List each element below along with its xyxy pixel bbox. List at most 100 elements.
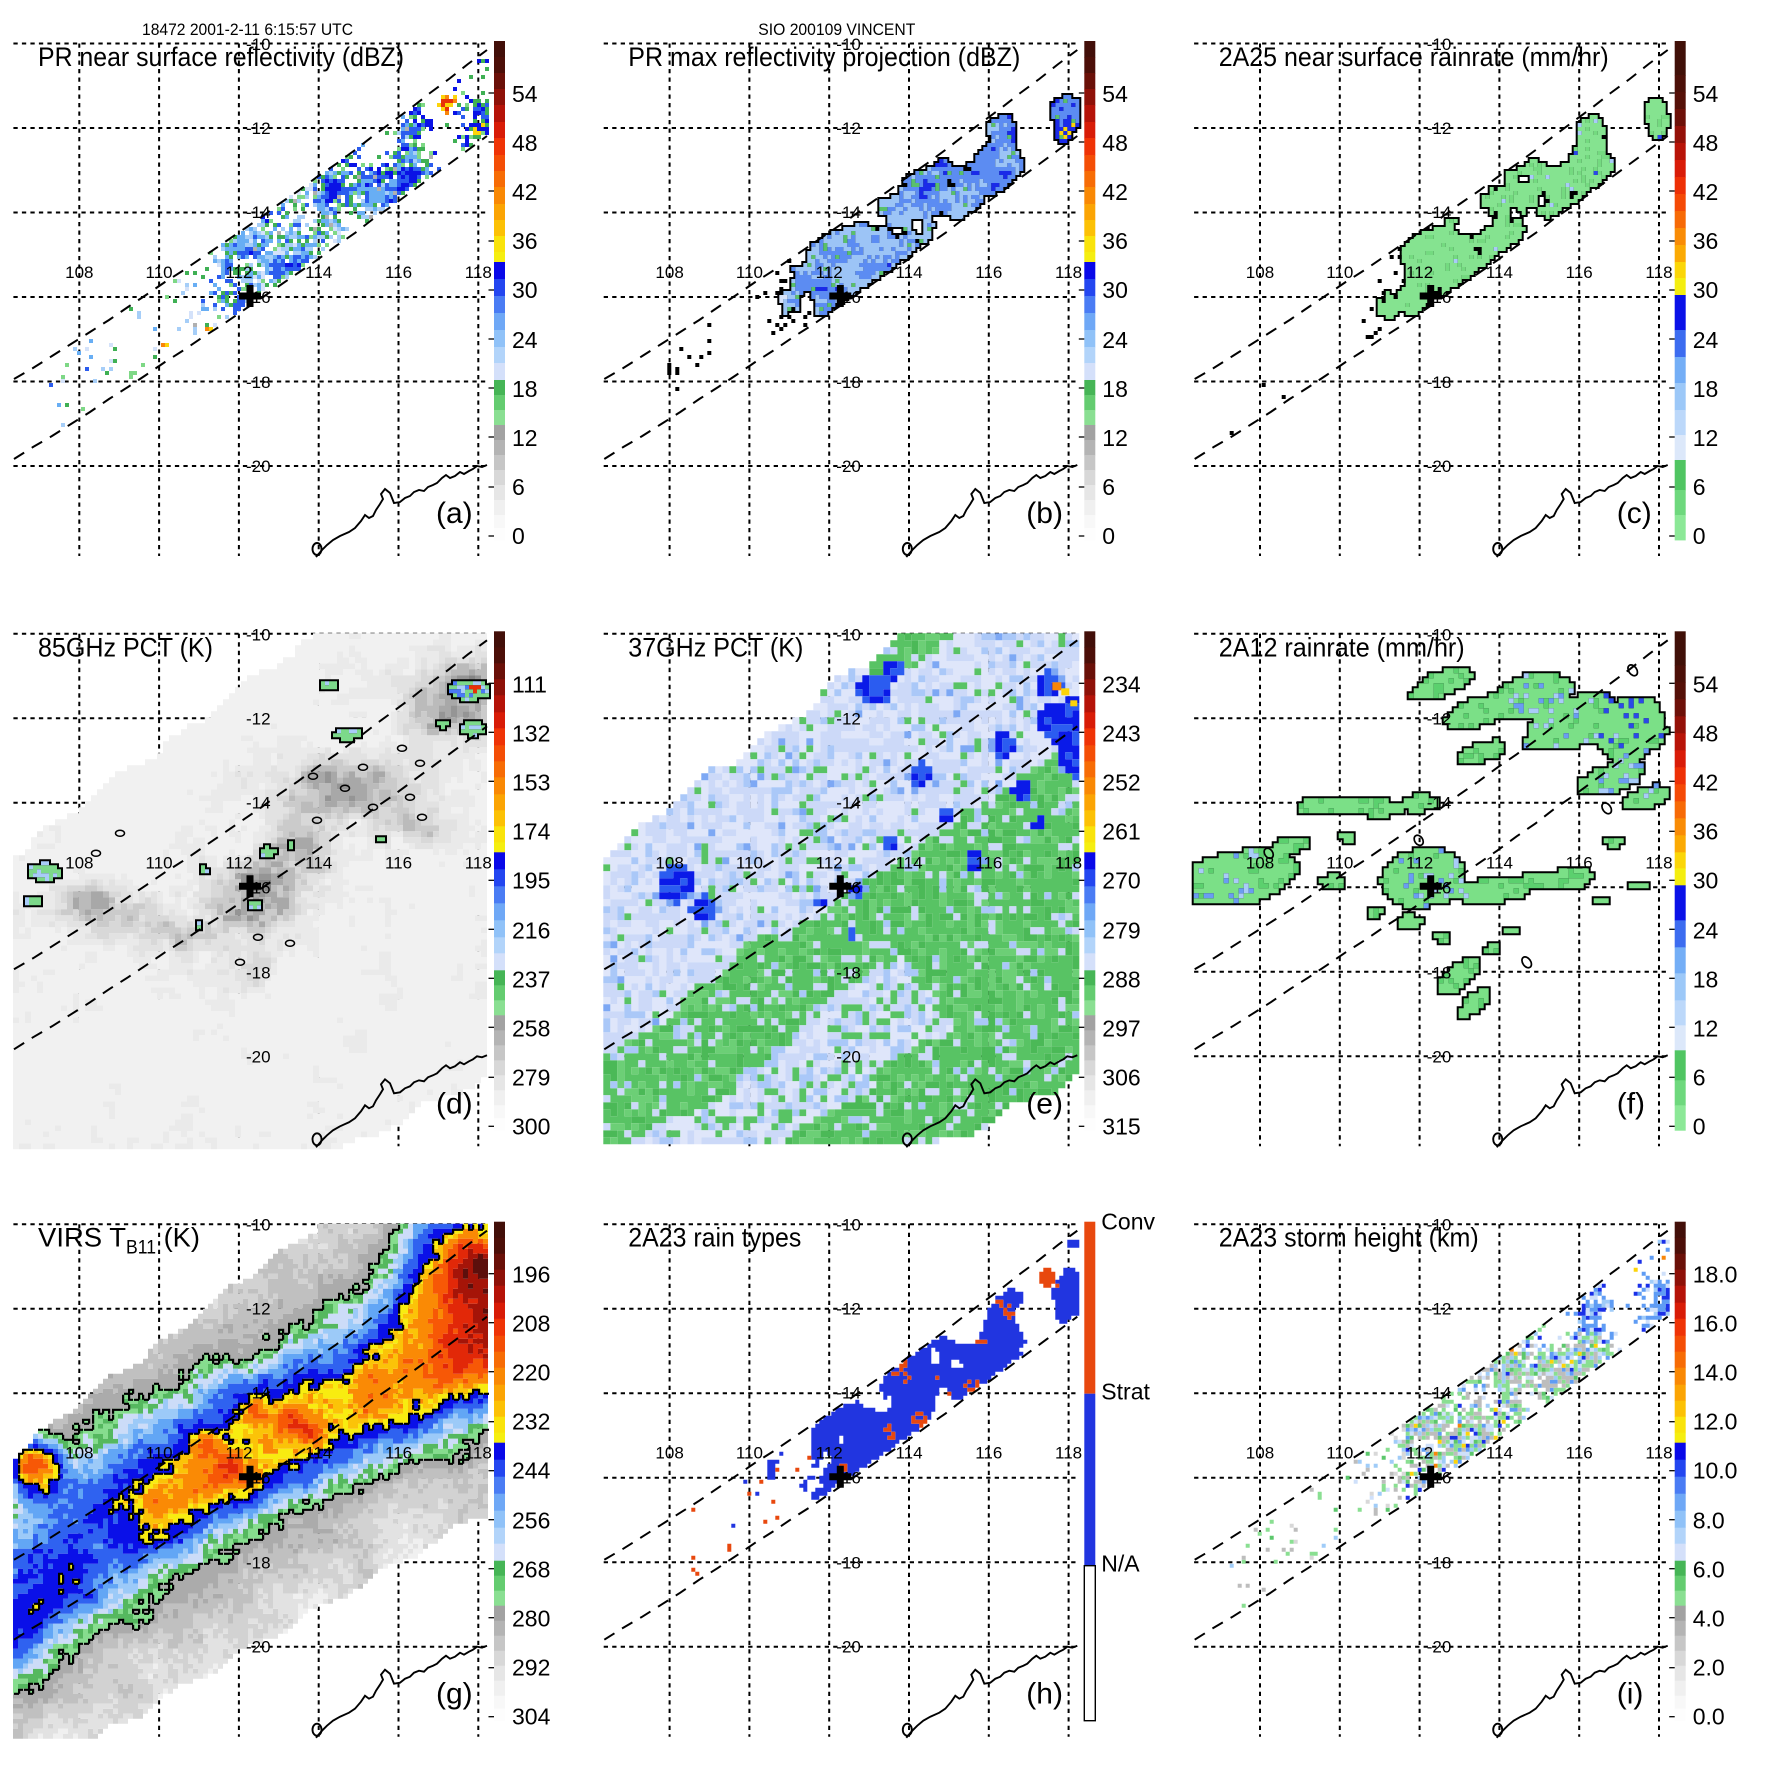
- svg-text:54: 54: [1693, 671, 1719, 697]
- svg-text:18: 18: [1102, 376, 1128, 402]
- svg-text:-18: -18: [246, 1554, 271, 1573]
- svg-text:-10: -10: [1427, 625, 1452, 644]
- svg-text:110: 110: [1326, 853, 1353, 872]
- svg-text:116: 116: [975, 1444, 1002, 1463]
- svg-text:2A12 rainrate (mm/hr): 2A12 rainrate (mm/hr): [1219, 632, 1465, 662]
- svg-text:110: 110: [146, 853, 173, 872]
- svg-text:114: 114: [305, 263, 332, 282]
- svg-text:2A23 rain types: 2A23 rain types: [628, 1223, 801, 1253]
- svg-text:288: 288: [1102, 966, 1140, 992]
- svg-text:-20: -20: [1427, 1638, 1452, 1657]
- svg-text:297: 297: [1102, 1015, 1140, 1041]
- svg-text:-12: -12: [246, 1300, 271, 1319]
- svg-text:306: 306: [1102, 1064, 1140, 1090]
- svg-text:24: 24: [1693, 327, 1719, 353]
- svg-text:-20: -20: [836, 1638, 861, 1657]
- svg-text:-10: -10: [246, 35, 271, 54]
- svg-text:42: 42: [1693, 179, 1719, 205]
- svg-text:(g): (g): [436, 1678, 473, 1711]
- svg-text:116: 116: [385, 853, 412, 872]
- svg-text:0: 0: [512, 523, 525, 549]
- svg-text:114: 114: [895, 263, 922, 282]
- svg-text:-14: -14: [836, 793, 861, 812]
- svg-text:48: 48: [1693, 720, 1719, 746]
- svg-text:-18: -18: [1427, 1554, 1452, 1573]
- svg-text:112: 112: [1406, 263, 1433, 282]
- svg-text:48: 48: [1693, 130, 1719, 156]
- svg-text:108: 108: [655, 1444, 683, 1463]
- svg-text:110: 110: [146, 263, 173, 282]
- svg-text:PR near surface reflectivity (: PR near surface reflectivity (dBZ): [38, 42, 404, 72]
- svg-text:SIO 200109 VINCENT: SIO 200109 VINCENT: [758, 20, 915, 39]
- svg-text:-20: -20: [246, 457, 271, 476]
- svg-text:118: 118: [1645, 263, 1672, 282]
- svg-text:116: 116: [975, 263, 1002, 282]
- svg-text:54: 54: [512, 81, 538, 107]
- svg-text:268: 268: [512, 1557, 550, 1583]
- svg-text:116: 116: [1566, 1444, 1593, 1463]
- svg-text:-14: -14: [1427, 1384, 1452, 1403]
- svg-text:6: 6: [512, 474, 525, 500]
- svg-text:108: 108: [655, 853, 683, 872]
- svg-text:220: 220: [512, 1360, 550, 1386]
- svg-text:110: 110: [1326, 263, 1353, 282]
- svg-text:-14: -14: [1427, 203, 1452, 222]
- svg-text:(a): (a): [436, 497, 473, 530]
- svg-text:196: 196: [512, 1262, 550, 1288]
- svg-text:118: 118: [465, 263, 492, 282]
- svg-text:PR max reflectivity projection: PR max reflectivity projection (dBZ): [628, 42, 1020, 72]
- svg-text:-18: -18: [836, 1554, 861, 1573]
- svg-text:108: 108: [65, 853, 93, 872]
- svg-text:116: 116: [385, 1444, 412, 1463]
- svg-text:110: 110: [146, 1444, 173, 1463]
- svg-text:16.0: 16.0: [1693, 1311, 1738, 1337]
- svg-text:30: 30: [1693, 277, 1719, 303]
- svg-text:-20: -20: [836, 1047, 861, 1066]
- svg-text:-12: -12: [836, 1300, 861, 1319]
- svg-text:4.0: 4.0: [1693, 1606, 1725, 1632]
- svg-text:-12: -12: [246, 119, 271, 138]
- svg-text:30: 30: [1102, 277, 1128, 303]
- svg-text:6.0: 6.0: [1693, 1557, 1725, 1583]
- svg-text:112: 112: [225, 1444, 252, 1463]
- svg-text:(e): (e): [1026, 1087, 1063, 1120]
- svg-text:108: 108: [1246, 853, 1274, 872]
- svg-text:12: 12: [1693, 425, 1719, 451]
- svg-text:114: 114: [305, 1444, 332, 1463]
- svg-text:114: 114: [1486, 853, 1513, 872]
- svg-text:174: 174: [512, 818, 551, 844]
- svg-text:36: 36: [1693, 228, 1719, 254]
- svg-text:-12: -12: [1427, 709, 1452, 728]
- svg-text:(c): (c): [1617, 497, 1652, 530]
- svg-text:30: 30: [512, 277, 538, 303]
- svg-text:261: 261: [1102, 818, 1140, 844]
- svg-text:(f): (f): [1617, 1087, 1645, 1120]
- svg-text:0.0: 0.0: [1693, 1704, 1725, 1730]
- svg-text:36: 36: [1693, 818, 1719, 844]
- svg-text:-12: -12: [246, 709, 271, 728]
- svg-text:279: 279: [512, 1064, 550, 1090]
- svg-text:153: 153: [512, 769, 550, 795]
- svg-text:118: 118: [465, 1444, 492, 1463]
- svg-text:Strat: Strat: [1101, 1379, 1150, 1405]
- svg-text:-20: -20: [1427, 1047, 1452, 1066]
- svg-text:37GHz PCT (K): 37GHz PCT (K): [628, 632, 803, 662]
- svg-text:108: 108: [1246, 1444, 1274, 1463]
- svg-text:243: 243: [1102, 720, 1140, 746]
- svg-text:14.0: 14.0: [1693, 1360, 1738, 1386]
- svg-text:114: 114: [1486, 1444, 1513, 1463]
- svg-text:-10: -10: [836, 1216, 861, 1235]
- svg-text:300: 300: [512, 1113, 550, 1139]
- svg-text:24: 24: [1693, 917, 1719, 943]
- svg-text:292: 292: [512, 1655, 550, 1681]
- svg-text:132: 132: [512, 720, 550, 746]
- svg-text:0: 0: [1693, 523, 1706, 549]
- svg-text:-18: -18: [246, 963, 271, 982]
- svg-text:6: 6: [1693, 474, 1706, 500]
- svg-text:42: 42: [1102, 179, 1128, 205]
- svg-text:-18: -18: [246, 373, 271, 392]
- svg-text:114: 114: [895, 853, 922, 872]
- svg-text:-20: -20: [246, 1638, 271, 1657]
- svg-text:(d): (d): [436, 1087, 473, 1120]
- svg-text:112: 112: [816, 853, 843, 872]
